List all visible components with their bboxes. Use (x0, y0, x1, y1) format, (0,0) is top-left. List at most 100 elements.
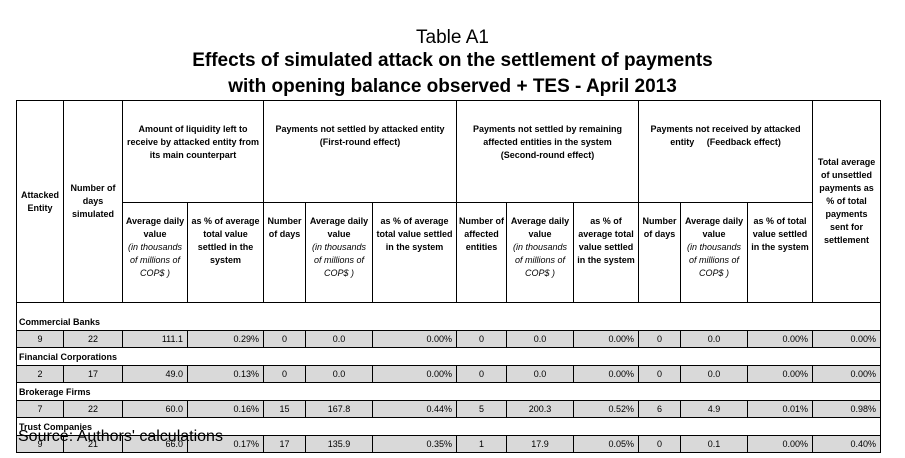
cell: 0.40% (812, 435, 882, 453)
cell: 6 (638, 400, 682, 418)
cell: 4.9 (680, 400, 749, 418)
cell: 0.17% (187, 435, 264, 453)
cell: 0 (638, 365, 682, 383)
table-title: Effects of simulated attack on the settl… (192, 50, 713, 71)
group-name: Brokerage Firms (19, 386, 91, 397)
column-header: Amount of liquidity left to receive by a… (122, 100, 264, 203)
sub-header: Number of days (263, 202, 306, 303)
cell: 0.16% (187, 400, 264, 418)
group-row: Brokerage Firms (17, 383, 881, 401)
column-header: Number of days simulated (63, 100, 123, 303)
cell: 0.0 (680, 330, 749, 348)
cell: 17 (63, 365, 123, 383)
cell: 1 (456, 435, 508, 453)
header-effect: (First-round effect) (319, 137, 401, 147)
sub-header-text: Number of days (267, 216, 302, 239)
group-row: Financial Corporations (17, 348, 881, 366)
cell: 22 (63, 400, 123, 418)
cell: 0.29% (187, 330, 264, 348)
header-title: Payments not settled by remaining affect… (473, 124, 623, 147)
cell: 0.00% (573, 330, 640, 348)
group-row: Commercial Banks (17, 313, 881, 331)
cell: 0.1 (680, 435, 749, 453)
header-effect: (Second-round effect) (500, 150, 595, 160)
sub-header: Average daily value (in thousands of mill… (680, 202, 749, 303)
cell: 0.98% (812, 400, 882, 418)
cell: 66.0 (122, 435, 188, 453)
column-header: Payments not settled by attacked entity (… (262, 100, 458, 203)
cell: 7 (16, 400, 64, 418)
group-name: Financial Corporations (19, 351, 118, 362)
data-row: 2 17 49.0 0.13% 0 0.0 0.00% 0 0.0 0.00% 0 0.0 0.00% 0… (16, 365, 882, 383)
sub-header-text: as % of average total value settled in t… (191, 216, 260, 265)
cell: 0.0 (680, 365, 749, 383)
sub-header: as % of average total value settled in t… (187, 202, 264, 303)
cell: 15 (263, 400, 306, 418)
cell: 9 (16, 330, 64, 348)
column-header: Total average of unsettled payments as %… (812, 100, 882, 303)
sub-header: as % of average total value settled in t… (573, 202, 640, 303)
results-table: Attacked Entity Number of days simulated… (16, 100, 882, 453)
cell: 0 (638, 330, 682, 348)
data-row: 9 21 66.0 0.17% 17 135.9 0.35% 1 17.9 0.05% 0 0.1 0.… (16, 435, 882, 453)
cell: 0.00% (747, 365, 814, 383)
cell: 0.00% (371, 330, 458, 348)
spacer-row (16, 302, 881, 313)
group-name: Trust Companies (19, 421, 93, 432)
cell: 0 (263, 330, 306, 348)
sub-header: Average daily value (in thousands of mill… (305, 202, 373, 303)
sub-header: as % of average total value settled in t… (371, 202, 458, 303)
spacer (16, 302, 881, 313)
cell: 0.0 (305, 330, 373, 348)
table-title: with opening balance observed + TES - Ap… (228, 76, 677, 97)
cell: 0.13% (187, 365, 264, 383)
cell: 2 (16, 365, 64, 383)
group-row: Trust Companies (17, 418, 881, 436)
cell: 0.0 (506, 330, 575, 348)
sub-header-text: Average daily value (125, 216, 185, 239)
cell: 0.00% (371, 365, 458, 383)
sub-header-text: Average daily value (684, 216, 744, 239)
cell: 0.35% (371, 435, 458, 453)
sub-header-text: as % of average total value settled in t… (376, 216, 453, 252)
header-title: Payments not received by attacked entity (650, 124, 801, 147)
cell: 0.05% (573, 435, 640, 453)
column-header: Payments not received by attacked entity… (638, 100, 814, 203)
cell: 60.0 (122, 400, 188, 418)
sub-header: Average daily value (in thousands of mill… (506, 202, 575, 303)
sub-header: Number of affected entities (456, 202, 508, 303)
data-row: 7 22 60.0 0.16% 15 167.8 0.44% 5 200.3 0.52% 6 4.9 0… (16, 400, 882, 418)
cell: 0.52% (573, 400, 640, 418)
sub-header-text: Number of days (642, 216, 677, 239)
sub-header: Number of days (638, 202, 682, 303)
data-row: 9 22 111.1 0.29% 0 0.0 0.00% 0 0.0 0.00% 0 0.0 0.00%… (16, 330, 882, 348)
sub-header-note: (in thousands of millions of COP$ ) (512, 242, 568, 278)
cell: 0.00% (812, 365, 882, 383)
cell: 0 (263, 365, 306, 383)
sub-header-text: as % of total value settled in the syste… (751, 216, 809, 252)
header-effect: (Feedback effect) (706, 137, 781, 147)
group-name: Commercial Banks (19, 316, 101, 327)
source-note: Source: Authors' calculations (18, 428, 223, 445)
sub-header-note: (in thousands of millions of COP$ ) (127, 242, 183, 278)
cell: 111.1 (122, 330, 188, 348)
cell: 49.0 (122, 365, 188, 383)
cell: 0 (638, 435, 682, 453)
sub-header: as % of total value settled in the syste… (747, 202, 814, 303)
sub-header: Average daily value (in thousands of mill… (122, 202, 188, 303)
cell: 17.9 (506, 435, 575, 453)
header-title: Payments not settled by attacked entity (275, 124, 445, 134)
cell: 0 (456, 365, 508, 383)
cell: 200.3 (506, 400, 575, 418)
cell: 0.0 (305, 365, 373, 383)
cell: 22 (63, 330, 123, 348)
cell: 0.01% (747, 400, 814, 418)
cell: 0.00% (747, 435, 814, 453)
sub-header-text: Number of affected entities (459, 216, 505, 252)
sub-header-text: as % of average total value settled in t… (577, 216, 635, 265)
column-header: Attacked Entity (16, 100, 64, 303)
column-header: Payments not settled by remaining affect… (456, 100, 640, 203)
cell: 5 (456, 400, 508, 418)
sub-header-text: Average daily value (510, 216, 570, 239)
cell: 0.00% (747, 330, 814, 348)
